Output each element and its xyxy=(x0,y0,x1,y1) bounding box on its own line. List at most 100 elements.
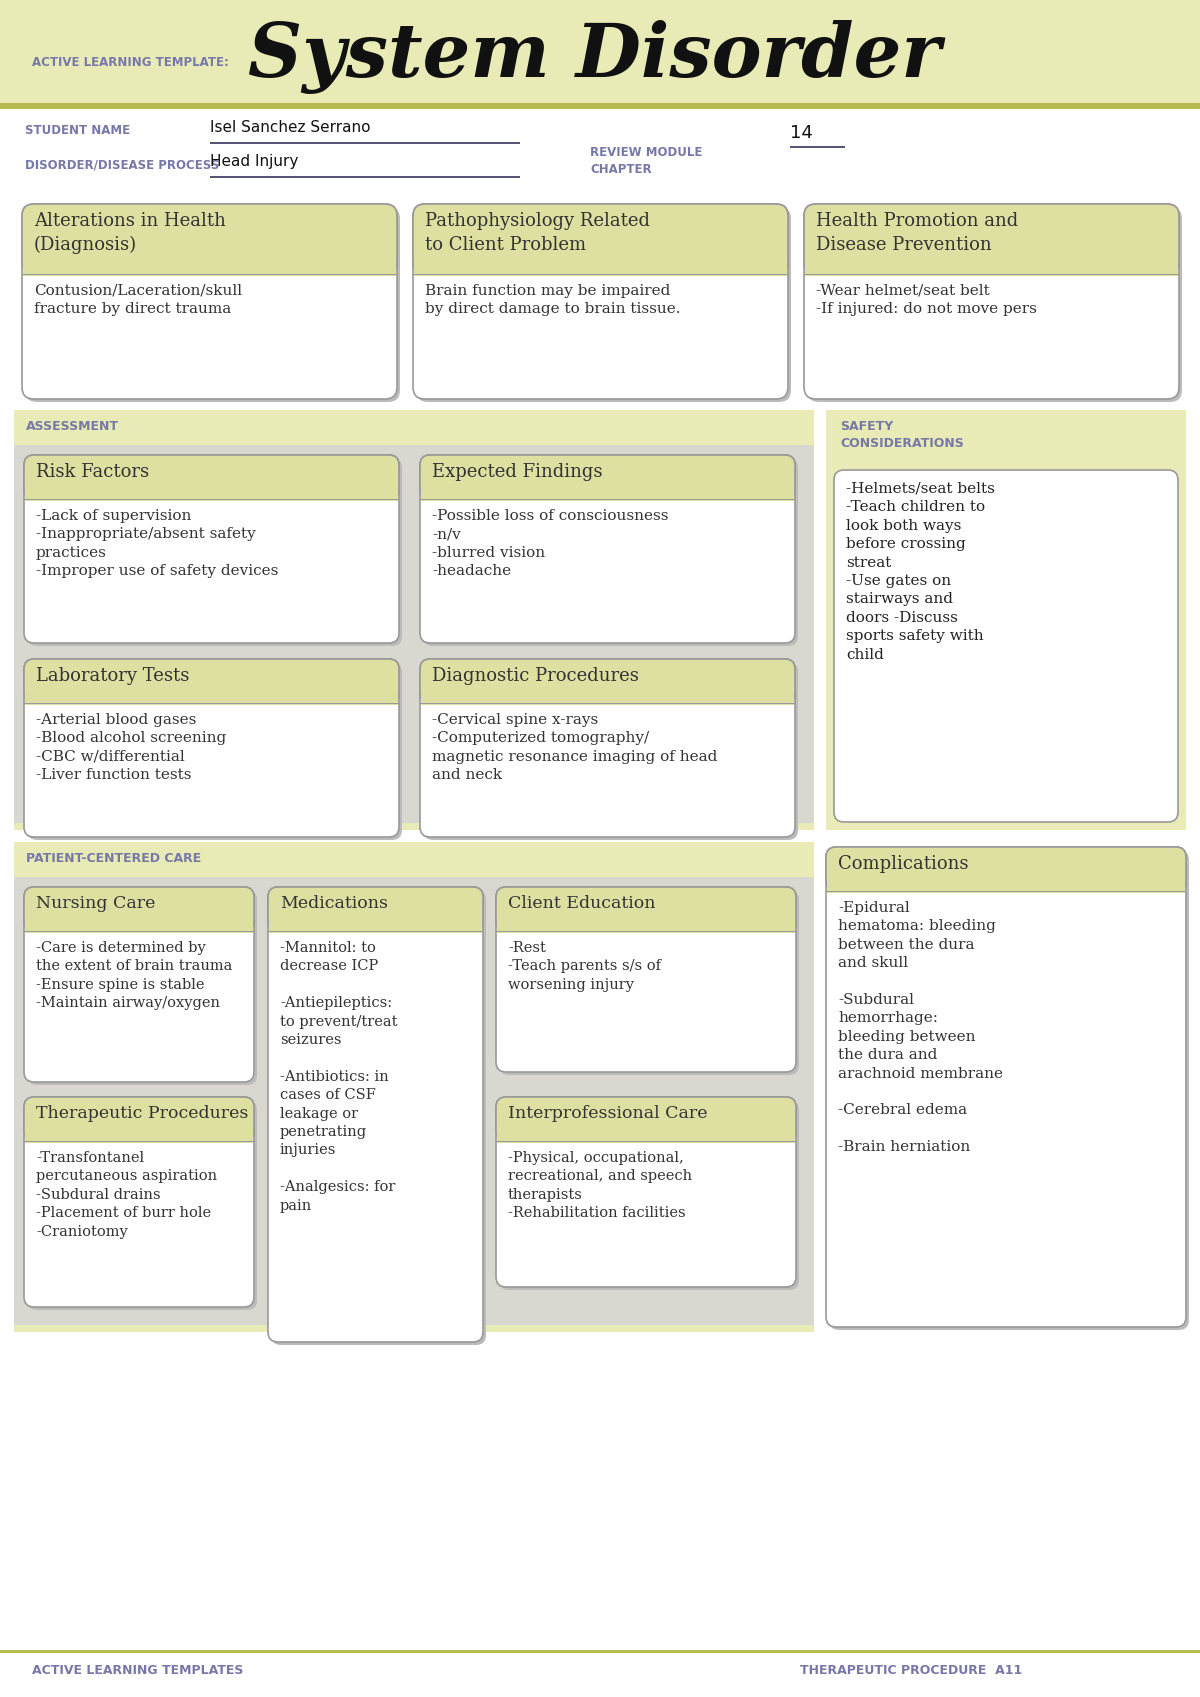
FancyBboxPatch shape xyxy=(420,455,796,499)
Bar xyxy=(14,411,814,830)
FancyBboxPatch shape xyxy=(24,455,398,643)
FancyBboxPatch shape xyxy=(496,1096,796,1140)
FancyBboxPatch shape xyxy=(496,888,796,1073)
Text: Medications: Medications xyxy=(280,894,388,911)
FancyBboxPatch shape xyxy=(28,1100,257,1310)
FancyBboxPatch shape xyxy=(24,455,398,499)
FancyBboxPatch shape xyxy=(22,204,397,399)
Text: Head Injury: Head Injury xyxy=(210,154,299,170)
Text: Nursing Care: Nursing Care xyxy=(36,894,155,911)
Text: -Mannitol: to
decrease ICP

-Antiepileptics:
to prevent/treat
seizures

-Antibio: -Mannitol: to decrease ICP -Antiepilepti… xyxy=(280,942,397,1213)
Text: Diagnostic Procedures: Diagnostic Procedures xyxy=(432,667,638,686)
FancyBboxPatch shape xyxy=(420,658,796,837)
FancyBboxPatch shape xyxy=(499,889,799,1074)
FancyBboxPatch shape xyxy=(420,658,796,703)
FancyBboxPatch shape xyxy=(424,458,798,647)
Text: -Helmets/seat belts
-Teach children to
look both ways
before crossing
streat
-Us: -Helmets/seat belts -Teach children to l… xyxy=(846,482,995,662)
Text: Alterations in Health
(Diagnosis): Alterations in Health (Diagnosis) xyxy=(34,212,226,255)
FancyBboxPatch shape xyxy=(826,847,1186,1327)
FancyBboxPatch shape xyxy=(420,455,796,643)
FancyBboxPatch shape xyxy=(416,207,791,402)
Bar xyxy=(421,692,794,704)
Text: Complications: Complications xyxy=(838,855,968,872)
Bar xyxy=(421,489,794,501)
FancyBboxPatch shape xyxy=(22,204,397,273)
Bar xyxy=(14,445,814,823)
Bar xyxy=(826,411,1186,830)
Text: STUDENT NAME: STUDENT NAME xyxy=(25,124,130,137)
Text: SAFETY
CONSIDERATIONS: SAFETY CONSIDERATIONS xyxy=(840,419,964,450)
Text: THERAPEUTIC PROCEDURE  A11: THERAPEUTIC PROCEDURE A11 xyxy=(800,1665,1022,1677)
Text: Therapeutic Procedures: Therapeutic Procedures xyxy=(36,1105,248,1122)
FancyBboxPatch shape xyxy=(28,458,402,647)
Text: 14: 14 xyxy=(790,124,812,143)
Text: DISORDER/DISEASE PROCESS: DISORDER/DISEASE PROCESS xyxy=(25,158,220,171)
Bar xyxy=(414,261,787,277)
Text: Expected Findings: Expected Findings xyxy=(432,463,602,480)
Bar xyxy=(25,692,398,704)
FancyBboxPatch shape xyxy=(826,847,1186,891)
Text: -Transfontanel
percutaneous aspiration
-Subdural drains
-Placement of burr hole
: -Transfontanel percutaneous aspiration -… xyxy=(36,1151,217,1239)
Bar xyxy=(25,921,253,933)
FancyBboxPatch shape xyxy=(834,470,1178,821)
Text: -Arterial blood gases
-Blood alcohol screening
-CBC w/differential
-Liver functi: -Arterial blood gases -Blood alcohol scr… xyxy=(36,713,227,782)
Text: ASSESSMENT: ASSESSMENT xyxy=(26,419,119,433)
FancyBboxPatch shape xyxy=(24,1096,254,1307)
Bar xyxy=(0,1649,1200,1697)
Text: Isel Sanchez Serrano: Isel Sanchez Serrano xyxy=(210,120,371,136)
Text: Client Education: Client Education xyxy=(508,894,655,911)
FancyBboxPatch shape xyxy=(268,888,482,932)
Bar xyxy=(25,1130,253,1144)
Text: ACTIVE LEARNING TEMPLATE:: ACTIVE LEARNING TEMPLATE: xyxy=(32,56,229,68)
Bar xyxy=(25,489,398,501)
Text: -Physical, occupational,
recreational, and speech
therapists
-Rehabilitation fac: -Physical, occupational, recreational, a… xyxy=(508,1151,692,1220)
Bar xyxy=(0,1649,1200,1653)
FancyBboxPatch shape xyxy=(24,888,254,932)
FancyBboxPatch shape xyxy=(28,889,257,1084)
Text: -Wear helmet/seat belt
-If injured: do not move pers: -Wear helmet/seat belt -If injured: do n… xyxy=(816,283,1037,316)
Text: -Cervical spine x-rays
-Computerized tomography/
magnetic resonance imaging of h: -Cervical spine x-rays -Computerized tom… xyxy=(432,713,718,782)
Text: -Possible loss of consciousness
-n/v
-blurred vision
-headache: -Possible loss of consciousness -n/v -bl… xyxy=(432,509,668,579)
Text: Brain function may be impaired
by direct damage to brain tissue.: Brain function may be impaired by direct… xyxy=(425,283,680,316)
Text: Health Promotion and
Disease Prevention: Health Promotion and Disease Prevention xyxy=(816,212,1019,253)
Text: -Rest
-Teach parents s/s of
worsening injury: -Rest -Teach parents s/s of worsening in… xyxy=(508,942,661,991)
Text: Pathophysiology Related
to Client Problem: Pathophysiology Related to Client Proble… xyxy=(425,212,650,253)
FancyBboxPatch shape xyxy=(271,889,486,1346)
FancyBboxPatch shape xyxy=(25,207,400,402)
FancyBboxPatch shape xyxy=(413,204,788,273)
Bar xyxy=(827,881,1186,893)
Bar xyxy=(497,921,796,933)
FancyBboxPatch shape xyxy=(268,888,482,1342)
Bar xyxy=(0,0,1200,109)
Text: ACTIVE LEARNING TEMPLATES: ACTIVE LEARNING TEMPLATES xyxy=(32,1665,244,1677)
FancyBboxPatch shape xyxy=(499,1100,799,1290)
FancyBboxPatch shape xyxy=(804,204,1178,273)
Bar xyxy=(0,109,1200,200)
FancyBboxPatch shape xyxy=(24,1096,254,1140)
Text: -Care is determined by
the extent of brain trauma
-Ensure spine is stable
-Maint: -Care is determined by the extent of bra… xyxy=(36,942,233,1010)
FancyBboxPatch shape xyxy=(496,888,796,932)
FancyBboxPatch shape xyxy=(24,658,398,703)
Text: System Disorder: System Disorder xyxy=(248,20,941,93)
Text: PATIENT-CENTERED CARE: PATIENT-CENTERED CARE xyxy=(26,852,202,865)
Bar xyxy=(269,921,482,933)
Bar xyxy=(0,104,1200,109)
Text: Contusion/Laceration/skull
fracture by direct trauma: Contusion/Laceration/skull fracture by d… xyxy=(34,283,242,316)
Bar xyxy=(805,261,1178,277)
FancyBboxPatch shape xyxy=(24,888,254,1083)
Text: Laboratory Tests: Laboratory Tests xyxy=(36,667,190,686)
FancyBboxPatch shape xyxy=(413,204,788,399)
Bar xyxy=(14,842,814,1332)
Text: Risk Factors: Risk Factors xyxy=(36,463,149,480)
FancyBboxPatch shape xyxy=(28,662,402,840)
Text: -Epidural
hematoma: bleeding
between the dura
and skull

-Subdural
hemorrhage:
b: -Epidural hematoma: bleeding between the… xyxy=(838,901,1003,1154)
Text: REVIEW MODULE
CHAPTER: REVIEW MODULE CHAPTER xyxy=(590,146,702,176)
FancyBboxPatch shape xyxy=(24,658,398,837)
Text: -Lack of supervision
-Inappropriate/absent safety
practices
-Improper use of saf: -Lack of supervision -Inappropriate/abse… xyxy=(36,509,278,579)
FancyBboxPatch shape xyxy=(424,662,798,840)
Bar xyxy=(14,877,814,1325)
Bar xyxy=(497,1130,796,1144)
FancyBboxPatch shape xyxy=(804,204,1178,399)
FancyBboxPatch shape xyxy=(496,1096,796,1286)
Text: Interprofessional Care: Interprofessional Care xyxy=(508,1105,708,1122)
